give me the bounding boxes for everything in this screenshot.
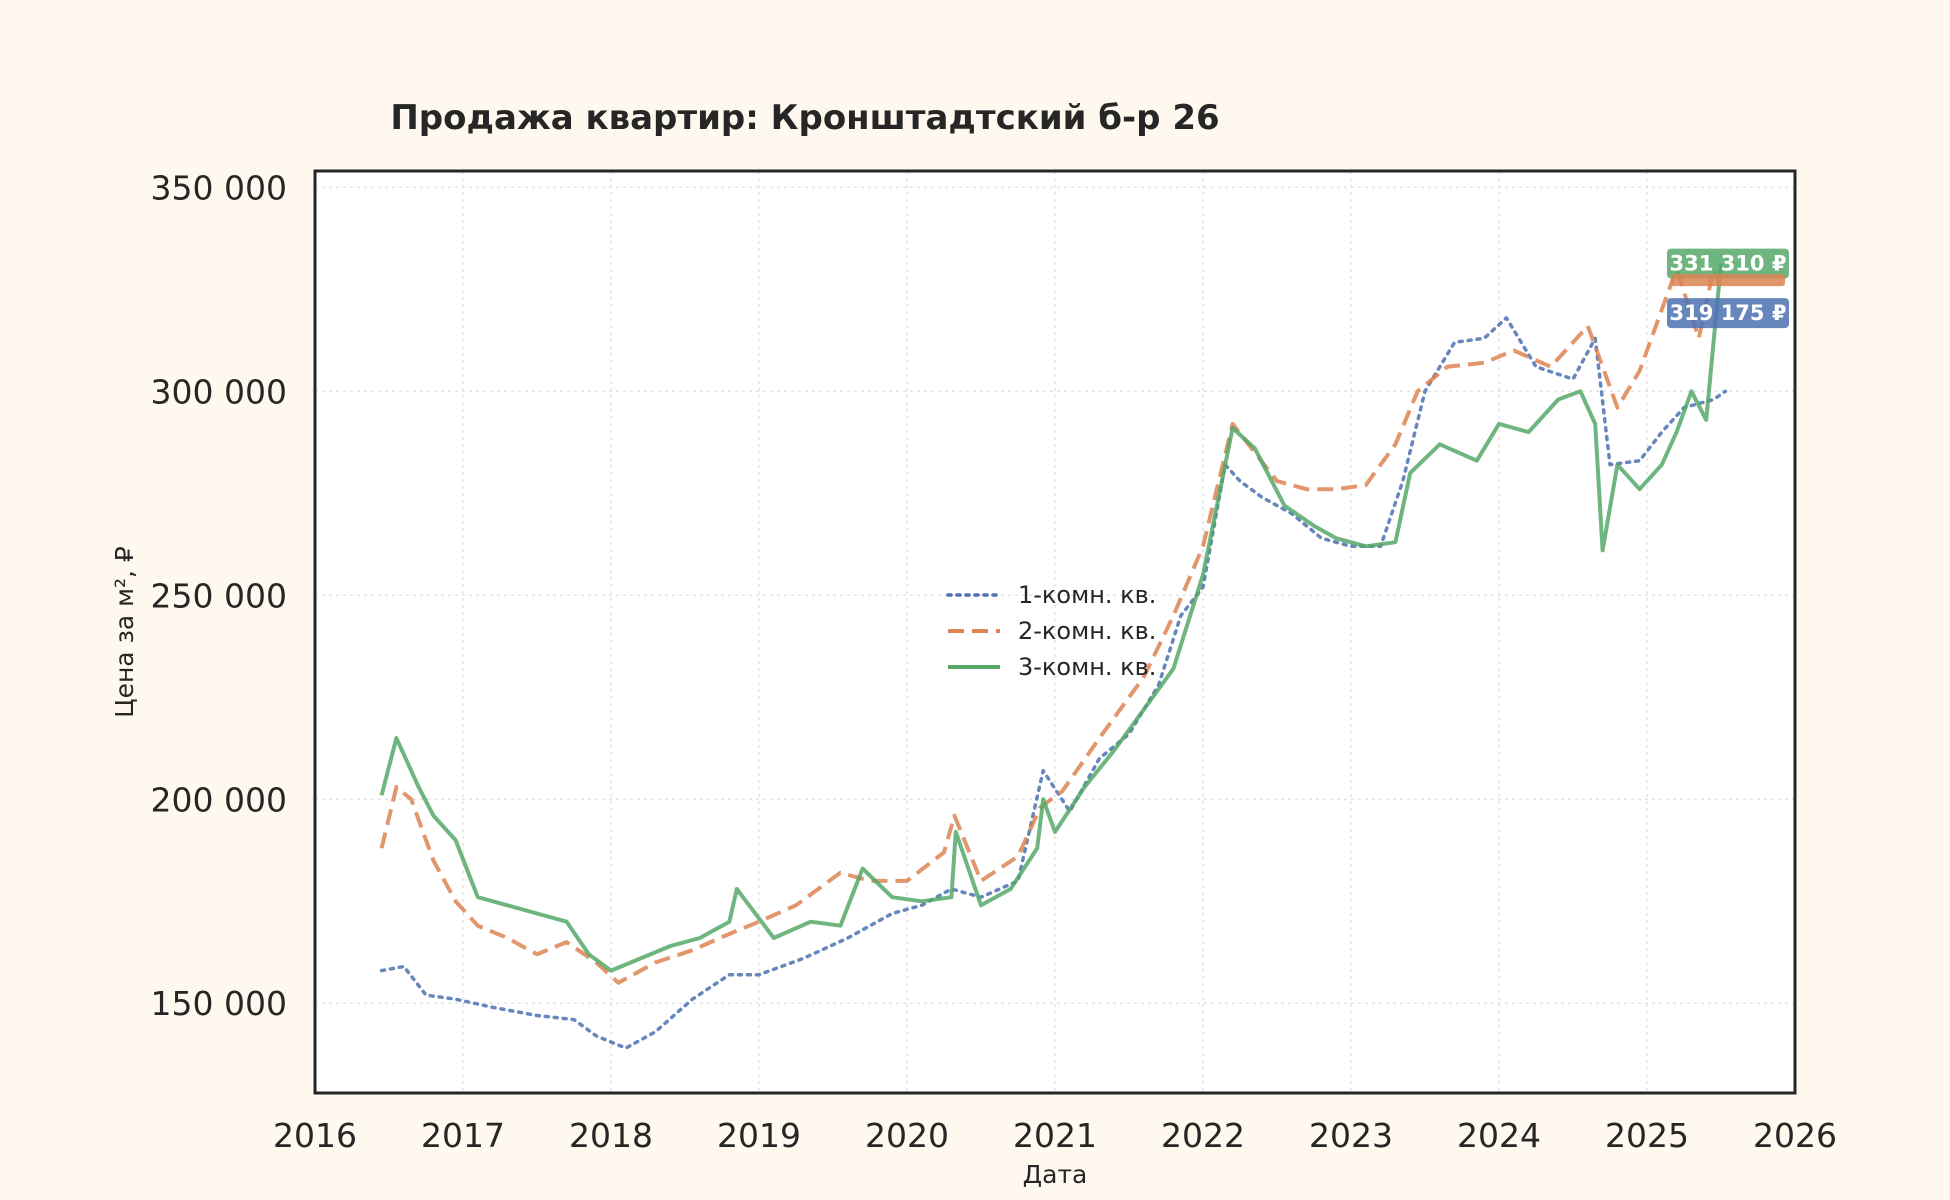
y-axis-label: Цена за м², ₽ <box>110 546 139 718</box>
y-tick-label: 300 000 <box>151 372 287 411</box>
x-tick-label: 2019 <box>717 1116 801 1155</box>
y-axis-ticks: 150 000 200 000 250 000 300 000 350 000 <box>151 168 287 1023</box>
legend-label-1: 1-комн. кв. <box>1018 581 1156 609</box>
series-line-3 <box>379 263 1723 973</box>
x-tick-label: 2026 <box>1753 1116 1837 1155</box>
x-tick-label: 2016 <box>273 1116 357 1155</box>
y-tick-label: 350 000 <box>151 168 287 207</box>
last-value-badge-3 <box>1667 298 1789 329</box>
x-tick-label: 2025 <box>1605 1116 1689 1155</box>
x-tick-label: 2017 <box>421 1116 505 1155</box>
legend-label-2: 2-комн. кв. <box>1018 617 1156 645</box>
legend: 1-комн. кв. 2-комн. кв. 3-комн. кв. <box>946 581 1156 681</box>
x-tick-label: 2018 <box>569 1116 653 1155</box>
x-tick-label: 2023 <box>1309 1116 1393 1155</box>
series-layer <box>379 263 1728 1050</box>
x-axis-ticks: 2016 2017 2018 2019 2020 2021 2022 2023 2024 2025… <box>273 1116 1837 1155</box>
y-tick-label: 200 000 <box>151 780 287 819</box>
x-tick-label: 2020 <box>865 1116 949 1155</box>
y-tick-label: 150 000 <box>151 984 287 1023</box>
last-value-marker-2 <box>1671 274 1785 287</box>
last-value-label-3: 319 175 ₽ <box>1670 301 1787 325</box>
legend-label-3: 3-комн. кв. <box>1018 653 1156 681</box>
plot-area <box>315 171 1795 1093</box>
last-value-label-1: 331 310 ₽ <box>1670 252 1787 276</box>
y-tick-label: 250 000 <box>151 576 287 615</box>
series-line-2 <box>379 266 1723 985</box>
last-value-badge-1 <box>1667 248 1789 279</box>
last-value-badges: 331 310 ₽ 319 175 ₽ <box>1667 248 1789 329</box>
plot-frame <box>313 169 1797 1095</box>
grid-lines <box>315 171 1795 1093</box>
x-tick-label: 2022 <box>1161 1116 1245 1155</box>
x-axis-label: Дата <box>1023 1160 1088 1189</box>
chart-title: Продажа квартир: Кронштадтский б-р 26 <box>390 98 1219 138</box>
x-tick-label: 2021 <box>1013 1116 1097 1155</box>
x-tick-label: 2024 <box>1457 1116 1541 1155</box>
